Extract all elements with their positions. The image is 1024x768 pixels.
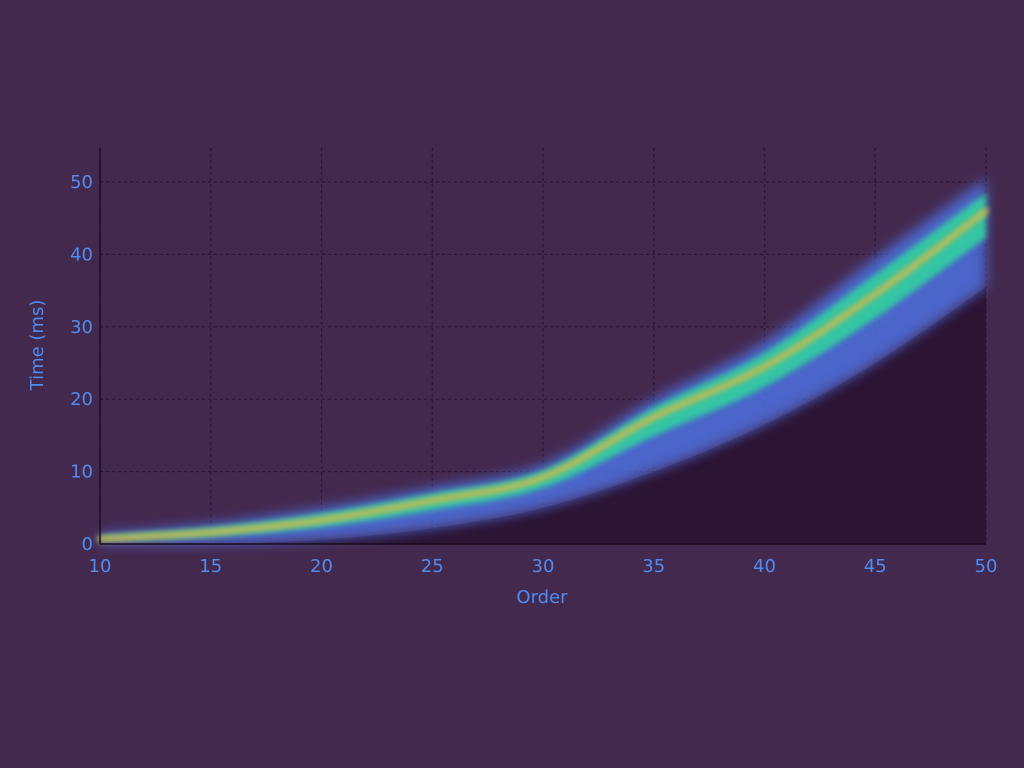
x-tick-label-1: 15: [199, 556, 222, 577]
below-band-area: [100, 286, 986, 545]
y-tick-label-0: 0: [82, 534, 93, 555]
y-tick-label-3: 30: [70, 317, 93, 338]
x-tick-label-8: 50: [975, 556, 998, 577]
axes: [99, 148, 986, 545]
y-tick-label-1: 10: [70, 462, 93, 483]
density-middle: [100, 193, 986, 541]
x-tick-label-0: 10: [89, 556, 112, 577]
x-tick-label-2: 20: [310, 556, 333, 577]
median-line: [97, 207, 989, 542]
x-tick-labels: 10 15 20 25 30 35 40 45 50: [89, 556, 998, 577]
density-band: [97, 178, 989, 545]
y-tick-label-4: 40: [70, 244, 93, 265]
x-tick-label-3: 25: [421, 556, 444, 577]
x-tick-label-7: 45: [864, 556, 887, 577]
y-axis-label: Time (ms): [27, 300, 48, 392]
x-tick-label-4: 30: [532, 556, 555, 577]
x-tick-label-5: 35: [642, 556, 665, 577]
x-tick-label-6: 40: [753, 556, 776, 577]
x-axis-label: Order: [516, 587, 568, 608]
y-tick-labels: 0 10 20 30 40 50: [70, 172, 93, 555]
y-tick-label-5: 50: [70, 172, 93, 193]
y-tick-label-2: 20: [70, 389, 93, 410]
